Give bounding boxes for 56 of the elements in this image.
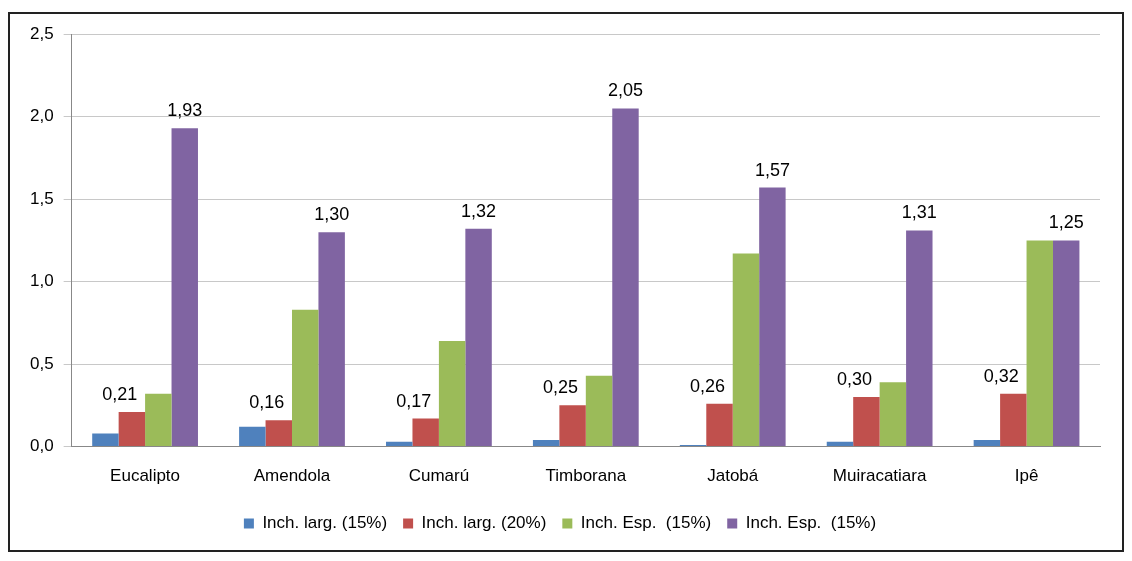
bar: [1026, 240, 1053, 447]
x-tick-label: Timborana: [545, 466, 627, 486]
bar: [465, 228, 492, 447]
data-label: 0,21: [102, 383, 138, 404]
bar: [906, 230, 933, 447]
bar: [759, 187, 786, 447]
x-tick-label: Eucalipto: [110, 466, 181, 486]
y-tick-label: 2,5: [29, 23, 54, 43]
legend-label: Inch. Esp. (15%): [580, 513, 712, 533]
data-label: 1,25: [1048, 212, 1084, 233]
data-label: 2,05: [607, 80, 644, 101]
legend-label: Inch. larg. (20%): [421, 513, 547, 533]
y-tick-label: 0,0: [29, 436, 54, 456]
bar: [292, 309, 319, 447]
bar: [265, 420, 292, 447]
bar: [118, 411, 146, 447]
data-label: 0,16: [249, 392, 285, 413]
y-tick-label: 1,5: [29, 188, 54, 208]
legend-label: Inch. larg. (15%): [262, 513, 388, 533]
data-label: 0,26: [689, 375, 726, 396]
data-label: 0,32: [983, 365, 1019, 386]
data-label: 1,93: [167, 100, 203, 121]
bar: [1000, 393, 1027, 447]
bar: [239, 426, 266, 447]
bar: [585, 375, 613, 447]
bar: [559, 405, 586, 447]
x-tick-label: Jatobá: [707, 466, 759, 486]
x-tick-label: Ipê: [1014, 466, 1039, 486]
y-tick-label: 1,0: [29, 271, 54, 291]
bar: [145, 393, 172, 447]
bar: [318, 232, 345, 447]
bar: [1052, 240, 1080, 447]
bar: [732, 253, 760, 447]
legend-label: Inch. Esp. (15%): [745, 513, 877, 533]
bar: [612, 108, 639, 447]
bar: [706, 403, 733, 447]
data-label: 0,25: [543, 377, 579, 398]
bar: [438, 341, 466, 447]
bar: [412, 418, 439, 447]
bar: [92, 433, 119, 447]
bar: [532, 440, 560, 447]
data-label: 1,57: [754, 159, 790, 180]
y-tick-label: 2,0: [29, 106, 54, 126]
bar: [853, 397, 880, 447]
y-tick-label: 0,5: [29, 353, 54, 373]
data-label: 1,32: [461, 200, 497, 221]
data-label: 1,31: [901, 202, 937, 223]
bar: [171, 128, 198, 447]
x-tick-label: Muiracatiara: [832, 466, 927, 486]
data-label: 1,30: [314, 204, 350, 225]
x-tick-label: Cumarú: [408, 466, 470, 486]
bar: [973, 440, 1001, 447]
x-tick-label: Amendola: [253, 466, 331, 486]
data-label: 0,30: [836, 369, 872, 390]
data-label: 0,17: [396, 390, 432, 411]
bar: [879, 382, 907, 447]
